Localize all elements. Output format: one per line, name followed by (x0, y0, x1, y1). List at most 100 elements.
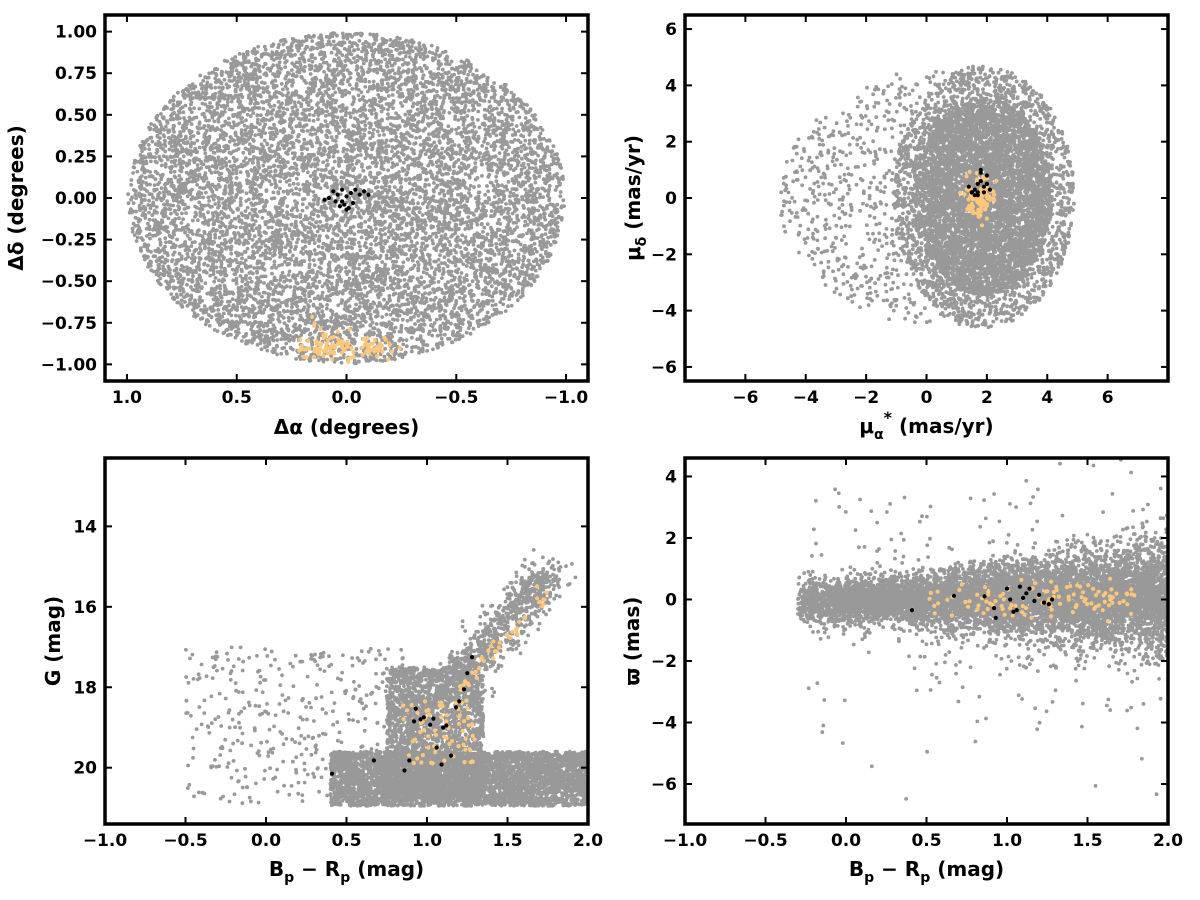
field-star-point (466, 108, 471, 113)
field-star-point (365, 311, 370, 316)
field-star-point (159, 186, 164, 191)
field-star-point (449, 59, 454, 64)
field-star-point (227, 159, 232, 164)
field-star-point (250, 217, 255, 222)
field-star-point (358, 244, 362, 249)
field-star-point (477, 184, 481, 188)
field-star-point (305, 129, 310, 133)
field-star-point (245, 246, 250, 251)
field-star-point (212, 220, 217, 225)
field-star-point (216, 308, 221, 312)
field-star-point (149, 268, 154, 273)
field-star-point (218, 283, 222, 288)
field-star-point (454, 186, 458, 191)
field-star-point (159, 112, 163, 116)
field-star-point (503, 82, 508, 87)
field-star-point (240, 339, 244, 343)
field-star-point (508, 194, 512, 199)
field-star-point (129, 197, 134, 202)
field-star-point (379, 245, 384, 250)
field-star-point (393, 241, 398, 246)
field-star-point (290, 316, 295, 321)
field-star-point (555, 225, 560, 230)
field-star-point (126, 192, 130, 197)
field-star-point (198, 210, 203, 215)
field-star-point (456, 192, 460, 197)
field-star-point (148, 159, 153, 164)
field-star-point (126, 201, 131, 206)
field-star-point (425, 115, 430, 119)
field-star-point (358, 301, 363, 305)
field-star-point (423, 152, 428, 157)
field-star-point (533, 161, 538, 166)
field-star-point (421, 147, 426, 152)
field-star-point (352, 56, 356, 61)
field-star-point (221, 103, 226, 108)
field-star-point (514, 124, 519, 128)
field-star-point (479, 158, 484, 163)
field-star-point (356, 93, 361, 98)
field-star-point (375, 129, 380, 134)
field-star-point (422, 247, 427, 252)
field-star-point (324, 167, 328, 172)
field-star-point (199, 175, 204, 180)
field-star-point (450, 66, 454, 71)
field-star-point (395, 303, 399, 307)
field-star-point (234, 176, 239, 180)
field-star-point (234, 68, 239, 73)
field-star-point (497, 217, 501, 222)
field-star-point (156, 139, 161, 144)
field-star-point (516, 129, 521, 133)
field-star-point (311, 258, 316, 263)
field-star-point (275, 344, 279, 349)
field-star-point (289, 297, 294, 302)
field-star-point (149, 250, 153, 254)
field-star-point (386, 168, 390, 173)
field-star-point (191, 252, 195, 257)
field-star-point (561, 198, 566, 203)
field-star-point (349, 210, 354, 215)
field-star-point (195, 163, 200, 167)
field-star-point (220, 216, 224, 221)
field-star-point (443, 309, 448, 313)
field-star-point (497, 237, 502, 242)
field-star-point (260, 216, 265, 220)
field-star-point (178, 288, 182, 293)
field-star-point (461, 92, 465, 97)
field-star-point (288, 121, 293, 125)
field-star-point (480, 144, 485, 148)
field-star-point (422, 63, 427, 68)
field-star-point (506, 304, 510, 309)
field-star-point (422, 314, 426, 319)
field-star-point (130, 226, 135, 231)
field-star-point (264, 188, 269, 193)
field-star-point (404, 282, 409, 287)
field-star-point (313, 68, 317, 73)
field-star-point (374, 322, 379, 326)
field-star-point (436, 71, 441, 76)
field-star-point (325, 158, 329, 163)
field-star-point (357, 240, 361, 245)
field-star-point (494, 245, 499, 250)
field-star-point (281, 289, 285, 293)
field-star-point (438, 253, 442, 258)
field-star-point (532, 241, 537, 246)
field-star-point (371, 326, 375, 331)
field-star-point (490, 270, 495, 275)
field-star-point (219, 241, 224, 246)
field-star-point (312, 241, 317, 246)
field-star-point (203, 281, 208, 286)
field-star-point (422, 280, 426, 284)
field-star-point (253, 219, 258, 224)
field-star-point (279, 337, 284, 342)
field-star-point (436, 148, 440, 153)
field-star-point (436, 204, 441, 209)
field-star-point (279, 292, 284, 296)
field-star-point (398, 87, 403, 92)
field-star-point (301, 182, 306, 187)
field-star-point (358, 153, 363, 157)
field-star-point (509, 303, 514, 308)
field-star-point (252, 234, 257, 239)
field-star-point (294, 89, 298, 94)
field-star-point (405, 292, 410, 297)
